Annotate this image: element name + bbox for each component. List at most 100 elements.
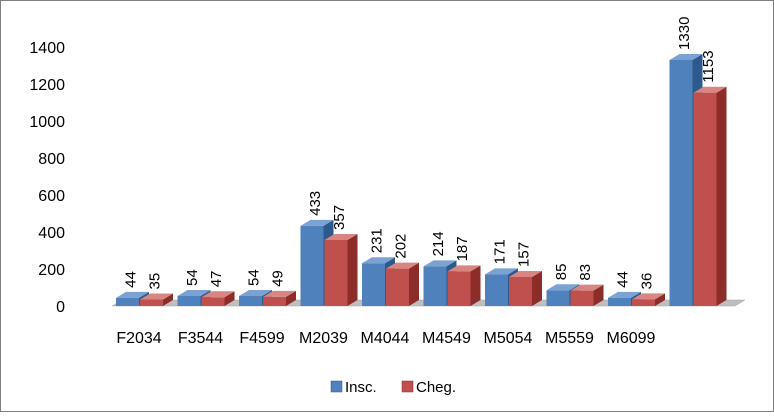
data-label-cheg: 49: [270, 270, 287, 287]
x-category-label: M5054: [484, 330, 533, 347]
bar-cheg-3: [324, 233, 358, 306]
bar-front: [201, 297, 225, 306]
data-label-insc: 171: [492, 239, 509, 264]
bar-front: [263, 296, 286, 306]
bar-front: [324, 239, 348, 306]
bars-group: [116, 53, 727, 307]
bar-front: [116, 297, 139, 306]
data-label-cheg: 1153: [700, 50, 717, 82]
x-category-label: M6099: [607, 330, 656, 347]
data-label-insc: 433: [307, 191, 324, 216]
legend-label-cheg: Cheg.: [416, 379, 456, 396]
bar-front: [362, 263, 385, 306]
bar-cheg-7: [570, 284, 604, 306]
legend-swatch-cheg: [401, 380, 414, 393]
bar-top: [239, 290, 272, 297]
data-label-cheg: 83: [577, 264, 594, 281]
data-label-insc: 231: [369, 228, 386, 253]
bar-top: [177, 290, 211, 297]
y-tick-label: 0: [56, 299, 65, 316]
data-label-insc: 85: [553, 264, 570, 281]
bar-side: [532, 270, 542, 306]
bar-top: [362, 257, 395, 264]
bar-front: [300, 225, 324, 306]
data-label-insc: 54: [184, 269, 201, 286]
y-tick-label: 600: [38, 188, 65, 205]
bar-top: [140, 293, 173, 300]
bar-side: [224, 291, 235, 306]
bar-front: [140, 299, 163, 306]
bar-side: [593, 284, 604, 306]
bar-top: [570, 284, 604, 291]
bar-side: [655, 293, 665, 306]
y-tick-label: 1000: [29, 114, 65, 131]
bar-front: [608, 297, 631, 306]
bar-top: [693, 86, 727, 93]
bar-top: [386, 262, 419, 269]
bar-top: [116, 291, 149, 298]
data-labels-group: 44 35 54 47 54 49 433 357 231 202 214 187 171 157 85 83…: [123, 17, 718, 290]
data-label-insc: 44: [615, 271, 632, 288]
x-category-label: F2034: [116, 330, 161, 347]
bar-front: [447, 271, 471, 306]
bar-top: [546, 284, 580, 291]
bar-side: [286, 290, 296, 306]
x-category-label: F4599: [239, 330, 284, 347]
data-label-cheg: 202: [393, 234, 410, 259]
bar-front: [693, 92, 717, 306]
data-label-insc: 54: [246, 269, 263, 286]
bar-front: [546, 290, 570, 306]
bar-cheg-6: [509, 270, 542, 306]
bar-front: [423, 266, 447, 306]
data-label-cheg: 157: [516, 242, 533, 267]
legend: Insc. Cheg.: [330, 379, 456, 396]
data-label-cheg: 35: [147, 273, 164, 290]
bar-top: [632, 293, 665, 300]
x-axis: F2034 F3544 F4599 M2039 M4044 M4549 M5054 M5559…: [116, 330, 655, 347]
bar-side: [716, 86, 727, 306]
bar-side: [347, 233, 358, 306]
bar-cheg-9: [693, 86, 727, 306]
x-category-label: M4044: [361, 330, 410, 347]
bar-front: [239, 296, 262, 306]
bar-top: [423, 260, 457, 267]
bar-cheg-0: [140, 293, 173, 306]
data-label-insc: 1330: [676, 17, 693, 50]
x-category-label: F3544: [178, 330, 223, 347]
bar-top: [324, 233, 358, 240]
bar-top: [669, 53, 703, 60]
bar-cheg-1: [201, 291, 235, 306]
bar-top: [447, 265, 481, 272]
legend-label-insc: Insc.: [345, 379, 377, 396]
bar-top: [485, 268, 518, 275]
bar-side: [470, 265, 481, 306]
y-tick-label: 200: [38, 262, 65, 279]
bar-front: [386, 268, 409, 306]
legend-swatch-insc: [330, 380, 343, 393]
data-label-cheg: 357: [331, 205, 348, 230]
x-category-label: M2039: [299, 330, 348, 347]
bar-front: [570, 290, 594, 306]
bar-top: [509, 270, 542, 277]
data-label-insc: 44: [123, 271, 140, 288]
data-label-cheg: 36: [639, 273, 656, 290]
bar-front: [632, 299, 655, 306]
bar-cheg-2: [263, 290, 296, 306]
bar-front: [177, 296, 201, 306]
bar-top: [263, 290, 296, 297]
bar-front: [509, 276, 532, 306]
bar-front: [485, 274, 508, 306]
data-label-cheg: 187: [454, 236, 471, 261]
bar-top: [608, 291, 641, 298]
data-label-cheg: 47: [208, 271, 225, 288]
y-axis: 0 200 400 600 800 1000 1200 1400: [29, 40, 65, 316]
bar-top: [201, 291, 235, 298]
x-category-label: M5559: [545, 330, 594, 347]
x-category-label: M4549: [422, 330, 471, 347]
bar-front: [669, 59, 693, 307]
bar-cheg-8: [632, 293, 665, 306]
data-label-insc: 214: [430, 231, 447, 256]
bar-cheg-5: [447, 265, 481, 306]
bar-side: [163, 293, 173, 306]
